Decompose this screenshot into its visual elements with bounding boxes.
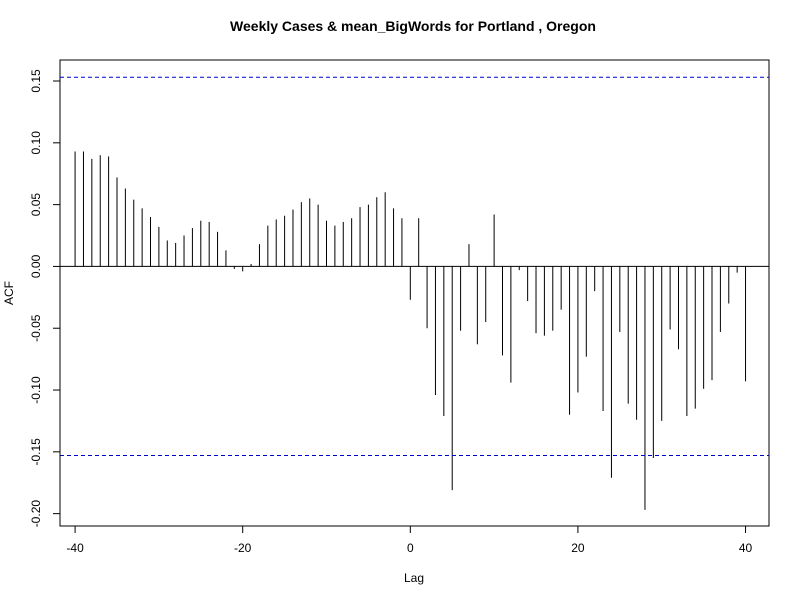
plot-frame bbox=[59, 59, 770, 527]
confidence-lines bbox=[60, 76, 769, 457]
x-tick-label: 0 bbox=[407, 541, 414, 555]
y-tick-label: 0.00 bbox=[29, 254, 43, 278]
y-axis-label: ACF bbox=[2, 281, 16, 305]
y-tick-label: -0.05 bbox=[29, 314, 43, 342]
acf-bars bbox=[74, 151, 747, 510]
y-tick-label: 0.05 bbox=[29, 193, 43, 217]
x-tick-label: 40 bbox=[739, 541, 753, 555]
y-tick-label: -0.15 bbox=[29, 438, 43, 466]
y-tick-label: -0.20 bbox=[29, 500, 43, 528]
y-tick-label: 0.15 bbox=[29, 69, 43, 93]
x-tick-label: -40 bbox=[66, 541, 84, 555]
y-tick-label: -0.10 bbox=[29, 376, 43, 404]
chart-title: Weekly Cases & mean_BigWords for Portlan… bbox=[230, 18, 596, 34]
x-tick-label: -20 bbox=[234, 541, 252, 555]
y-axis: -0.20 -0.15 -0.10 -0.05 0.00 0.05 0.10 0.15 bbox=[29, 69, 61, 528]
x-axis-label: Lag bbox=[404, 571, 424, 585]
y-tick-label: 0.10 bbox=[29, 131, 43, 155]
x-tick-label: 20 bbox=[571, 541, 585, 555]
x-axis: -40 -20 0 20 40 bbox=[66, 525, 753, 555]
